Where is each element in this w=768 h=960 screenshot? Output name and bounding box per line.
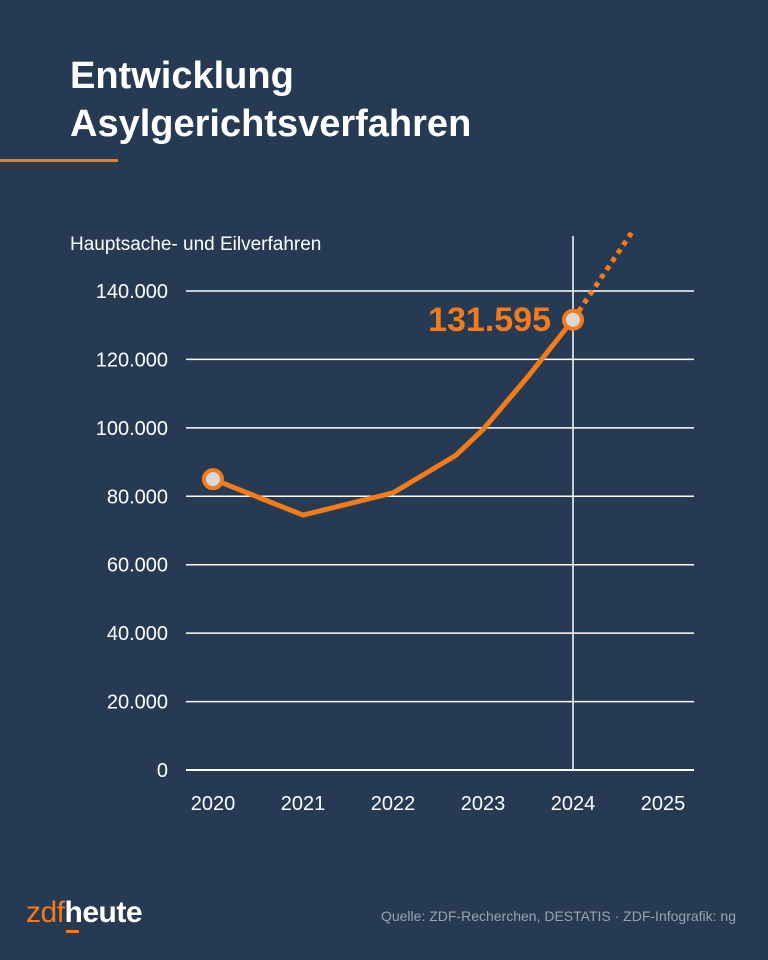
y-tick-label: 0 bbox=[157, 760, 168, 782]
chart-title: Entwicklung Asylgerichtsverfahren bbox=[70, 52, 471, 148]
y-tick-label: 120.000 bbox=[96, 349, 168, 371]
data-point-marker bbox=[562, 308, 584, 331]
y-axis-label: Hauptsache- und Eilverfahren bbox=[70, 234, 321, 255]
title-accent-bar bbox=[0, 159, 118, 162]
line-chart: Hauptsache- und Eilverfahren 0 20.000 40.0… bbox=[70, 231, 694, 815]
title-line-1: Entwicklung bbox=[70, 55, 294, 97]
y-tick-label: 60.000 bbox=[107, 555, 168, 577]
value-annotation: 131.595 bbox=[428, 301, 551, 339]
trend-line bbox=[570, 231, 634, 322]
source-note: Quelle: ZDF-Recherchen, DESTATIS · ZDF-I… bbox=[380, 908, 736, 924]
y-tick-label: 40.000 bbox=[107, 623, 168, 645]
x-tick-label: 2022 bbox=[371, 793, 416, 815]
logo-heute: heute bbox=[64, 896, 143, 933]
data-point-marker bbox=[202, 468, 224, 491]
y-tick-label: 80.000 bbox=[107, 486, 168, 508]
x-tick-label: 2020 bbox=[191, 793, 236, 815]
x-tick-label: 2025 bbox=[641, 793, 686, 815]
logo-underline bbox=[65, 930, 79, 933]
x-tick-label: 2024 bbox=[551, 793, 596, 815]
logo-zdf: zdf bbox=[26, 896, 65, 929]
y-tick-label: 100.000 bbox=[96, 418, 168, 440]
x-tick-label: 2023 bbox=[461, 793, 506, 815]
zdfheute-logo: zdfheute bbox=[26, 896, 143, 933]
y-tick-label: 20.000 bbox=[107, 692, 168, 714]
title-line-2: Asylgerichtsverfahren bbox=[70, 103, 472, 145]
y-tick-label: 140.000 bbox=[96, 281, 168, 303]
x-tick-label: 2021 bbox=[281, 793, 326, 815]
logo-heute-text: heute bbox=[64, 896, 143, 929]
series-line bbox=[210, 317, 576, 518]
